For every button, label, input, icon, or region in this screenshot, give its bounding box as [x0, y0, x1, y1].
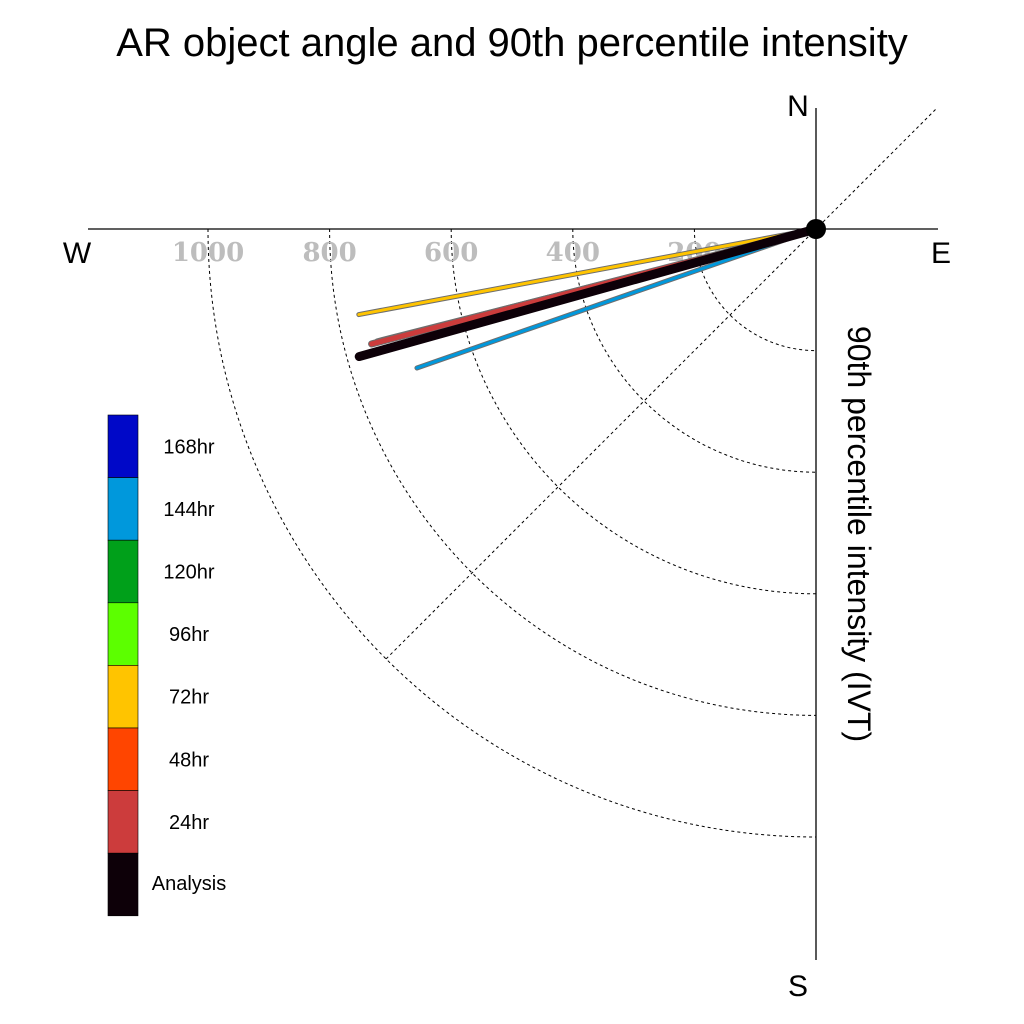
grid-ring-800	[329, 228, 817, 716]
grid-ring-600	[450, 228, 817, 595]
tick-label-600: 600	[424, 238, 478, 268]
legend-swatch-analysis	[107, 852, 139, 917]
chart-title: AR object angle and 90th percentile inte…	[116, 21, 908, 65]
legend-swatch-144hr	[107, 477, 139, 541]
tick-label-800: 800	[302, 238, 356, 268]
legend-label-analysis: Analysis	[152, 873, 226, 895]
tick-label-1000: 1000	[172, 238, 244, 268]
legend-label-144hr: 144hr	[163, 499, 214, 521]
legend-label-72hr: 72hr	[169, 687, 209, 709]
grid-ring-400	[572, 228, 817, 473]
diagonal-guide	[385, 108, 937, 660]
legend-swatch-24hr	[107, 790, 139, 854]
south-label: S	[788, 970, 808, 1003]
legend-swatch-72hr	[107, 665, 139, 729]
tick-label-400: 400	[546, 238, 600, 268]
polar-grid	[207, 108, 937, 838]
legend-label-168hr: 168hr	[163, 436, 214, 458]
series-vectors	[354, 224, 821, 371]
legend-label-120hr: 120hr	[163, 562, 214, 584]
north-label: N	[787, 90, 809, 123]
legend-swatch-120hr	[107, 539, 139, 604]
legend-swatch-168hr	[107, 414, 139, 478]
legend-label-24hr: 24hr	[169, 812, 209, 834]
legend: 168hr 144hr 120hr 96hr 72hr 48hr 24hr Analysis	[107, 414, 226, 917]
vector-72hr	[357, 227, 818, 317]
vector-analysis	[354, 224, 821, 362]
west-label: W	[63, 237, 92, 270]
y-axis-label: 90th percentile intensity (IVT)	[841, 326, 877, 742]
legend-label-48hr: 48hr	[169, 749, 209, 771]
origin-marker	[806, 219, 826, 239]
legend-swatch-96hr	[107, 602, 139, 666]
grid-ring-200	[693, 228, 817, 352]
legend-swatch-48hr	[107, 727, 139, 791]
east-label: E	[931, 237, 951, 270]
legend-label-96hr: 96hr	[169, 624, 209, 646]
grid-ring-1000	[207, 228, 817, 838]
